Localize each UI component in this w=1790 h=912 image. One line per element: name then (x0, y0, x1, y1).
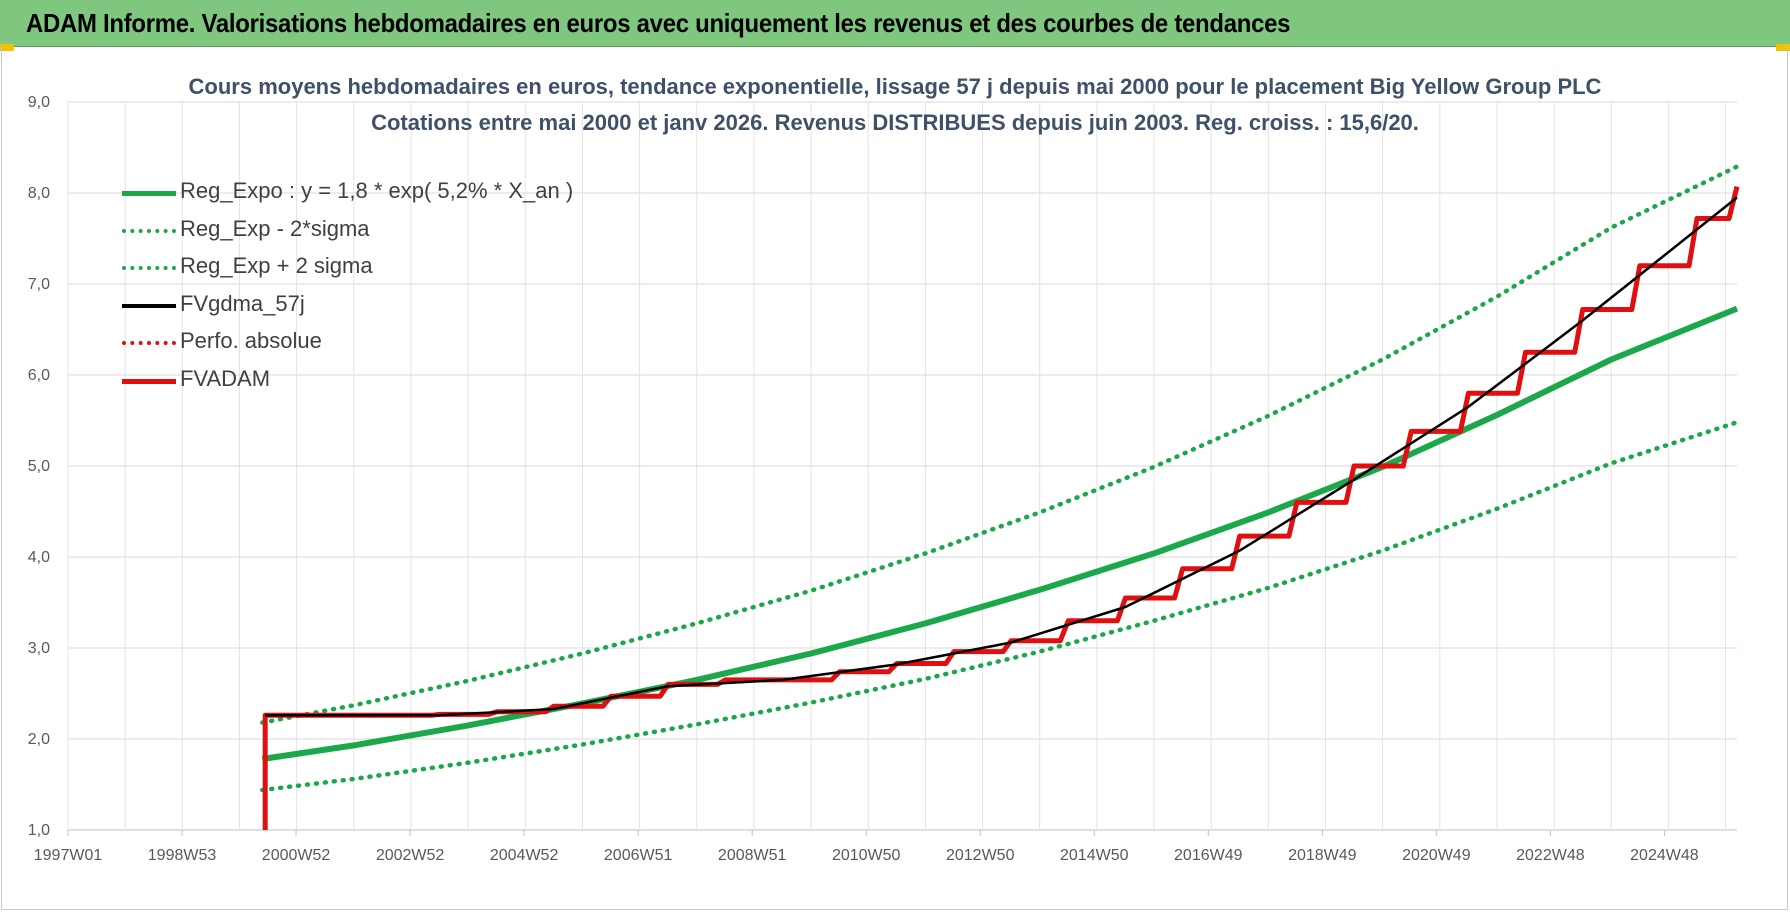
x-tick-label: 2024W48 (1630, 847, 1699, 864)
legend-swatch (122, 378, 176, 384)
legend-label: Perfo. absolue (180, 328, 322, 353)
x-tick-label: 1997W01 (34, 847, 103, 864)
y-tick-label: 8,0 (28, 185, 50, 202)
x-tick-label: 2010W50 (832, 847, 901, 864)
x-tick-label: 2012W50 (946, 847, 1015, 864)
line-chart: 1,0 2,0 3,0 4,0 5,0 6,0 7,0 8,0 9,0 1997W01 1998W5… (28, 94, 1740, 864)
x-tick-label: 2008W51 (718, 847, 787, 864)
x-tick-label: 1998W53 (148, 847, 217, 864)
legend-swatch (122, 191, 176, 196)
y-tick-label: 3,0 (28, 640, 50, 657)
title-banner: ADAM Informe. Valorisations hebdomadaire… (0, 0, 1790, 47)
banner-title: ADAM Informe. Valorisations hebdomadaire… (26, 8, 1291, 38)
y-tick-label: 7,0 (28, 276, 50, 293)
x-tick-label: 2014W50 (1060, 847, 1129, 864)
chart-title: Cours moyens hebdomadaires en euros, ten… (188, 74, 1602, 99)
series-line-reg_exp (260, 420, 1740, 793)
legend-label: Reg_Exp - 2*sigma (180, 215, 370, 241)
legend-swatch (122, 303, 176, 308)
series-line-fvadam (262, 185, 1740, 830)
x-tick-label: 2018W49 (1288, 847, 1357, 864)
legend-label: FVADAM (180, 365, 271, 391)
series-line-fvgdma_57j (265, 196, 1738, 717)
x-tick-label: 2022W48 (1516, 847, 1585, 864)
legend-swatch (122, 341, 176, 345)
y-tick-label: 9,0 (28, 94, 50, 111)
x-tick-label: 2016W49 (1174, 847, 1243, 864)
x-tick-label: 2002W52 (376, 847, 445, 864)
chart-subtitle: Cotations entre mai 2000 et janv 2026. R… (371, 110, 1419, 135)
series-line-reg_expo (261, 305, 1739, 762)
legend-label: Reg_Expo : y = 1,8 * exp( 5,2% * X_an ) (180, 178, 574, 203)
y-tick-label: 6,0 (28, 367, 50, 384)
y-tick-label: 1,0 (28, 822, 50, 839)
y-tick-label: 2,0 (28, 731, 50, 748)
series-line-reg_exp (260, 164, 1740, 725)
y-tick-label: 5,0 (28, 458, 50, 475)
y-tick-label: 4,0 (28, 549, 50, 566)
legend-label: FVgdma_57j (180, 290, 305, 316)
chart-frame (1, 46, 1788, 910)
legend-swatch (122, 266, 176, 270)
corner-marker-left (0, 44, 14, 51)
x-tick-label: 2006W51 (604, 847, 673, 864)
x-tick-label: 2004W52 (490, 847, 559, 864)
x-tick-label: 2020W49 (1402, 847, 1471, 864)
legend-swatch (122, 228, 176, 233)
corner-marker-right (1776, 44, 1790, 51)
legend-label: Reg_Exp + 2 sigma (180, 253, 373, 278)
x-tick-label: 2000W52 (262, 847, 331, 864)
